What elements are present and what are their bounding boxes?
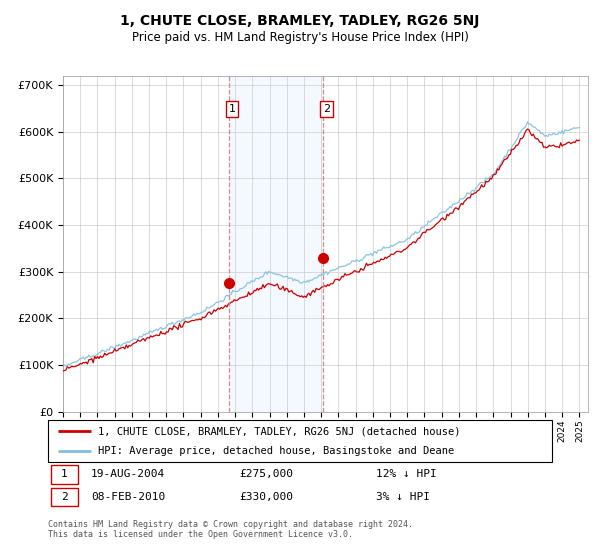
Text: HPI: Average price, detached house, Basingstoke and Deane: HPI: Average price, detached house, Basi… bbox=[98, 446, 455, 456]
Bar bbox=[50, 465, 78, 484]
Text: 2: 2 bbox=[323, 104, 330, 114]
Text: 1, CHUTE CLOSE, BRAMLEY, TADLEY, RG26 5NJ: 1, CHUTE CLOSE, BRAMLEY, TADLEY, RG26 5N… bbox=[121, 14, 479, 28]
Text: 1: 1 bbox=[61, 469, 68, 479]
Text: £330,000: £330,000 bbox=[239, 492, 293, 502]
Text: Contains HM Land Registry data © Crown copyright and database right 2024.
This d: Contains HM Land Registry data © Crown c… bbox=[48, 520, 413, 539]
Text: 1: 1 bbox=[229, 104, 236, 114]
Text: 1, CHUTE CLOSE, BRAMLEY, TADLEY, RG26 5NJ (detached house): 1, CHUTE CLOSE, BRAMLEY, TADLEY, RG26 5N… bbox=[98, 426, 461, 436]
Bar bbox=[50, 488, 78, 506]
Text: 3% ↓ HPI: 3% ↓ HPI bbox=[376, 492, 430, 502]
Text: 08-FEB-2010: 08-FEB-2010 bbox=[91, 492, 165, 502]
Text: £275,000: £275,000 bbox=[239, 469, 293, 479]
Text: 2: 2 bbox=[61, 492, 68, 502]
Bar bbox=[229, 76, 323, 412]
Text: 12% ↓ HPI: 12% ↓ HPI bbox=[376, 469, 436, 479]
Text: Price paid vs. HM Land Registry's House Price Index (HPI): Price paid vs. HM Land Registry's House … bbox=[131, 31, 469, 44]
Text: 19-AUG-2004: 19-AUG-2004 bbox=[91, 469, 165, 479]
